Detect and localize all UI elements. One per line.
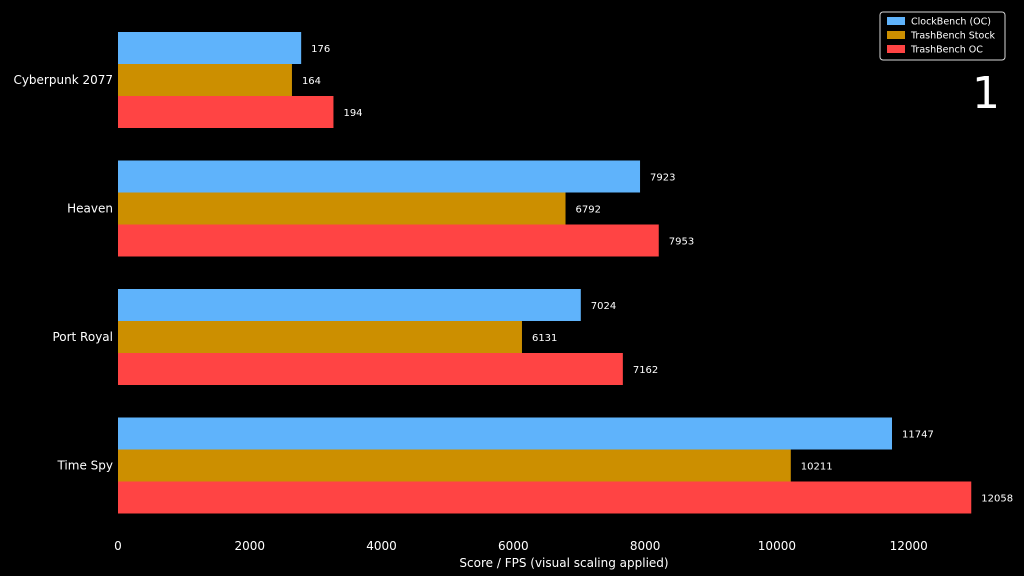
category-labels-layer: Cyberpunk 2077 Heaven Port Royal Time Spy — [13, 73, 113, 473]
value-label-port-royal-trashbench-oc: 7162 — [633, 365, 658, 376]
bar-port-royal-trashbench-stock — [118, 321, 522, 353]
value-labels-layer: 176 164 194 7923 6792 7953 7024 6131 7162 11747 10… — [302, 44, 1013, 505]
bar-heaven-trashbench-oc — [118, 224, 659, 257]
bar-heaven-clockbench-oc — [118, 160, 641, 193]
legend: ClockBench (OC) TrashBench Stock TrashBenc… — [879, 11, 1006, 61]
legend-swatch-trashbench-oc — [887, 45, 905, 53]
x-tick-label-0: 0 — [114, 539, 122, 553]
x-tick-label-6000: 6000 — [498, 539, 529, 553]
bar-heaven-trashbench-stock — [118, 192, 566, 225]
value-label-port-royal-clockbench-oc: 7024 — [591, 301, 616, 312]
legend-items: ClockBench (OC) TrashBench Stock TrashBenc… — [887, 17, 996, 56]
bar-cyberpunk-2077-clockbench-oc — [118, 32, 302, 64]
bar-port-royal-clockbench-oc — [118, 289, 581, 321]
bar-time-spy-clockbench-oc — [118, 417, 892, 450]
value-label-port-royal-trashbench-stock: 6131 — [532, 333, 557, 344]
x-tick-label-12000: 12000 — [890, 539, 928, 553]
value-label-heaven-clockbench-oc: 7923 — [650, 173, 675, 184]
x-tick-label-10000: 10000 — [758, 539, 796, 553]
bar-time-spy-trashbench-stock — [118, 449, 791, 482]
bar-time-spy-trashbench-oc — [118, 481, 972, 514]
legend-swatch-clockbench-oc — [887, 17, 905, 25]
category-label-heaven: Heaven — [67, 202, 113, 216]
bars-layer — [118, 32, 972, 514]
x-tick-label-8000: 8000 — [630, 539, 661, 553]
category-label-port-royal: Port Royal — [52, 330, 113, 344]
bar-cyberpunk-2077-trashbench-oc — [118, 96, 334, 128]
value-label-cyberpunk-2077-clockbench-oc: 176 — [311, 44, 330, 55]
bar-cyberpunk-2077-trashbench-stock — [118, 64, 292, 96]
x-axis-label: Score / FPS (visual scaling applied) — [459, 556, 668, 570]
value-label-time-spy-trashbench-oc: 12058 — [981, 494, 1013, 505]
page-number: 1 — [972, 68, 1000, 119]
value-label-time-spy-clockbench-oc: 11747 — [902, 430, 934, 441]
category-label-cyberpunk-2077: Cyberpunk 2077 — [13, 73, 113, 87]
category-label-time-spy: Time Spy — [56, 459, 113, 473]
legend-label-trashbench-stock: TrashBench Stock — [910, 31, 996, 42]
x-tick-label-4000: 4000 — [366, 539, 397, 553]
x-tick-label-2000: 2000 — [235, 539, 266, 553]
legend-label-clockbench-oc: ClockBench (OC) — [911, 17, 991, 28]
legend-label-trashbench-oc: TrashBench OC — [910, 45, 983, 56]
bar-port-royal-trashbench-oc — [118, 353, 623, 385]
legend-box — [879, 11, 1006, 61]
x-ticks-layer: 0 2000 4000 6000 8000 10000 12000 — [114, 539, 928, 553]
value-label-heaven-trashbench-stock: 6792 — [576, 205, 601, 216]
value-label-heaven-trashbench-oc: 7953 — [669, 237, 694, 248]
value-label-time-spy-trashbench-stock: 10211 — [801, 462, 833, 473]
value-label-cyberpunk-2077-trashbench-oc: 194 — [343, 108, 362, 119]
legend-swatch-trashbench-stock — [887, 31, 905, 39]
value-label-cyberpunk-2077-trashbench-stock: 164 — [302, 76, 321, 87]
